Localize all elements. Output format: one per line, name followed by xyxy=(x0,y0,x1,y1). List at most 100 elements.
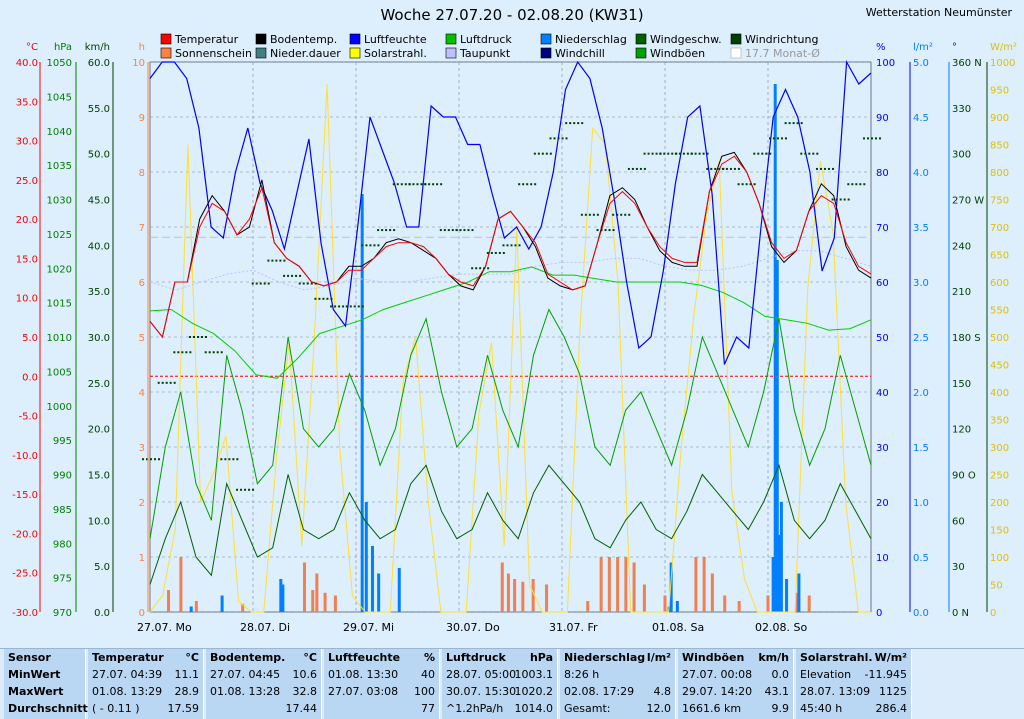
wind-direction-dot xyxy=(863,183,866,186)
wind-direction-dot xyxy=(393,229,396,232)
wind-direction-dot xyxy=(201,336,204,338)
wind-direction-dot xyxy=(381,229,384,232)
wind-direction-dot xyxy=(534,183,537,186)
sunshine-bar xyxy=(795,592,799,612)
humidity-axis-tick: 0 xyxy=(876,608,882,619)
wind-direction-dot xyxy=(361,244,364,247)
sunshine-bar xyxy=(723,595,727,612)
wind-axis-tick: 40.0 xyxy=(88,241,110,252)
wind-direction-dot xyxy=(295,274,298,277)
wind-direction-dot xyxy=(271,259,274,262)
day-label: 01.08. Sa xyxy=(652,621,704,634)
rain-axis-tick: 1.5 xyxy=(913,443,929,454)
wind-direction-dot xyxy=(580,213,583,216)
hours-axis-tick: 9 xyxy=(139,113,145,124)
wind-direction-dot xyxy=(639,167,642,170)
rain-bar xyxy=(397,568,401,612)
stats-cell-value: 10.6 xyxy=(292,668,318,681)
wind-direction-dot xyxy=(169,381,172,384)
solar-axis-tick: 1000 xyxy=(990,58,1015,69)
stats-row: Gesamt: 12.0 xyxy=(564,700,671,717)
wind-direction-dot xyxy=(338,305,341,308)
humidity-axis-tick: 10 xyxy=(876,553,889,564)
humidity-axis-tick: 20 xyxy=(876,498,889,509)
stats-column: Temperatur °C 27.07. 04:39 11.1 01.08. 13:29… xyxy=(88,649,204,719)
sunshine-bar xyxy=(531,579,535,612)
sunshine-bar xyxy=(766,595,770,612)
pressure-axis-tick: 980 xyxy=(53,539,72,550)
stats-column-unit: km/h xyxy=(758,651,789,664)
solar-axis-tick: 150 xyxy=(990,526,1009,537)
pressure-axis-tick: 1020 xyxy=(47,264,72,275)
wind-direction-dot xyxy=(291,274,294,277)
pressure-axis-tick: 1040 xyxy=(47,127,72,138)
wind-direction-dot xyxy=(608,229,611,232)
stats-column-unit: % xyxy=(423,651,435,664)
stats-cell-value: 77 xyxy=(421,702,435,715)
wind-direction-dot xyxy=(377,244,380,247)
stats-column-header: Temperatur °C xyxy=(92,649,199,666)
wind-direction-dot xyxy=(259,282,262,285)
sunshine-bar xyxy=(179,557,183,612)
pressure-line xyxy=(149,266,872,379)
wind-direction-dot xyxy=(847,183,850,186)
hours-axis-tick: 8 xyxy=(139,168,145,179)
legend-label: Windchill xyxy=(555,47,605,60)
legend-label: Bodentemp. xyxy=(270,33,337,46)
wind-direction-dot xyxy=(181,351,184,354)
wind-axis-tick: 60.0 xyxy=(88,58,110,69)
wind-direction-dot xyxy=(663,152,666,155)
wind-direction-dot xyxy=(714,167,717,170)
dewpoint-line xyxy=(149,250,872,291)
hours-axis-tick: 7 xyxy=(139,223,145,234)
wind-direction-dot xyxy=(154,458,156,461)
stats-cell-note: Elevation xyxy=(800,668,852,681)
wind-direction-dot xyxy=(205,336,208,338)
stats-column-unit: °C xyxy=(185,651,199,664)
wind-direction-dot xyxy=(208,351,211,354)
temperature-axis-tick: 25.0 xyxy=(16,176,38,187)
stats-cell-value: 1125 xyxy=(879,685,907,698)
wind-direction-dot xyxy=(373,244,376,247)
stats-row: 02.08. 17:29 4.8 xyxy=(564,683,671,700)
wind-direction-dot xyxy=(510,244,513,247)
wind-direction-dot xyxy=(784,137,787,140)
hours-axis-tick: 5 xyxy=(139,333,145,344)
sunshine-bar xyxy=(506,573,510,612)
direction-axis-tick: 30 xyxy=(952,562,965,573)
stats-column: Luftfeuchte% 01.08. 13:30 40 27.07. 03:08 10… xyxy=(324,649,440,719)
wind-direction-dot xyxy=(420,183,423,186)
solar-axis-tick: 350 xyxy=(990,416,1009,427)
solar-axis-tick: 850 xyxy=(990,141,1009,152)
wind-direction-dot xyxy=(533,152,536,155)
wind-direction-dot xyxy=(847,198,850,201)
temperature-axis-tick: -15.0 xyxy=(12,490,38,501)
stats-cell-note: 27.07. 03:08 xyxy=(328,685,399,698)
wind-direction-dot xyxy=(424,183,427,186)
wind-direction-dot xyxy=(741,183,744,186)
rain-axis-tick: 2.0 xyxy=(913,388,929,399)
stats-cell-note: 27.07. 04:39 xyxy=(92,668,163,681)
wind-direction-dot xyxy=(416,183,419,186)
stats-cell-note: Gesamt: xyxy=(564,702,611,715)
pressure-axis-tick: 1010 xyxy=(47,333,72,344)
wind-direction-dot xyxy=(659,152,662,155)
hours-axis-tick: 6 xyxy=(139,278,145,289)
wind-direction-dot xyxy=(678,152,681,155)
weather-chart: °C40.035.030.025.020.015.010.05.00.0-5.0… xyxy=(0,0,1024,648)
temperature-axis-tick: 35.0 xyxy=(16,97,38,108)
legend-label: Luftfeuchte xyxy=(364,33,427,46)
wind-direction-dot xyxy=(831,167,834,170)
wind-direction-dot xyxy=(298,282,301,285)
temperature-axis-tick: -10.0 xyxy=(12,451,38,462)
wind-direction-dot xyxy=(541,152,544,155)
pressure-axis-tick: 995 xyxy=(53,436,72,447)
wind-direction-dot xyxy=(212,351,215,354)
solar-axis-tick: 300 xyxy=(990,443,1009,454)
wind-direction-dot xyxy=(165,381,168,384)
stats-column-title: Temperatur xyxy=(92,651,164,664)
stats-row: 28.07. 05:00 1003.1 xyxy=(446,666,553,683)
legend-swatch xyxy=(160,33,172,45)
stats-column-title: Solarstrahl. xyxy=(800,651,873,664)
wind-direction-dot xyxy=(839,198,842,201)
